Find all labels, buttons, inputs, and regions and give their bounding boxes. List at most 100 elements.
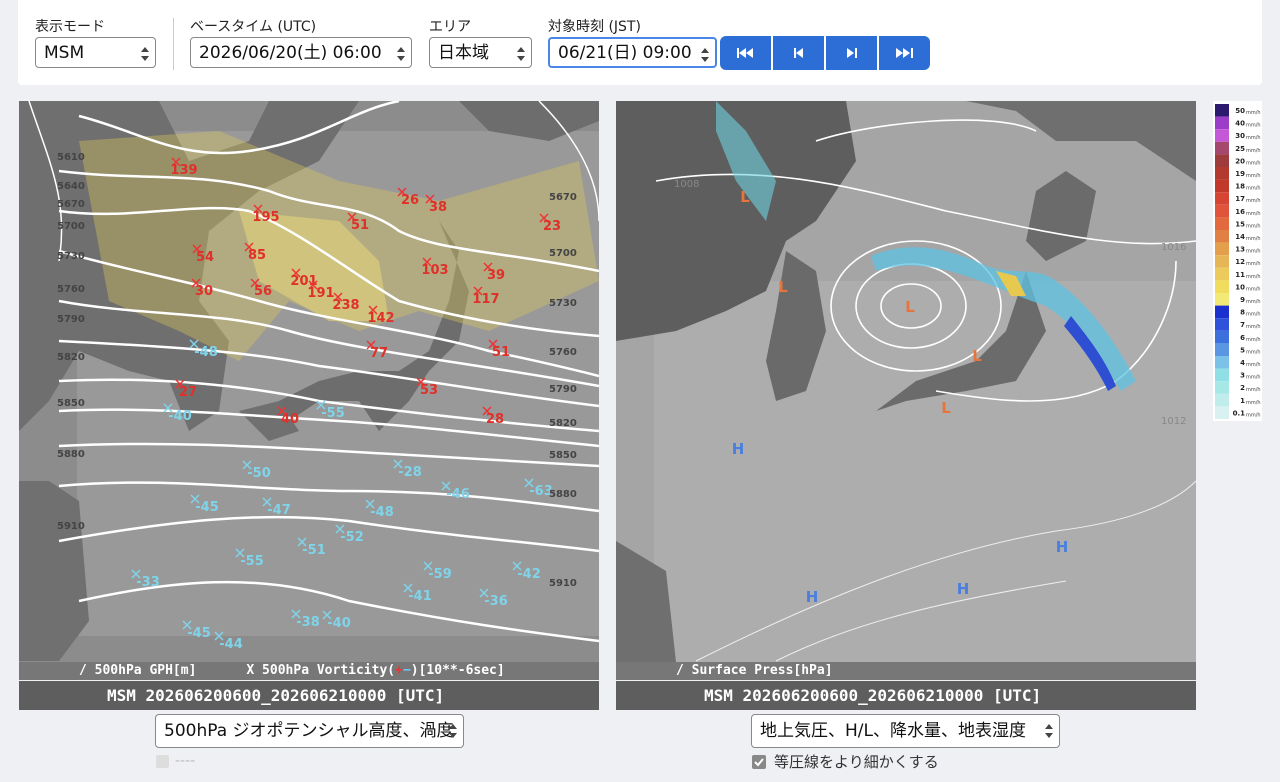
pressure-center: L bbox=[740, 188, 750, 206]
legend-value: 17 bbox=[1235, 195, 1245, 203]
legend-unit: mm/h bbox=[1246, 123, 1261, 129]
legend-unit: mm/h bbox=[1246, 387, 1261, 393]
first-button[interactable] bbox=[720, 36, 771, 70]
vorticity-marker bbox=[235, 548, 245, 558]
legend-swatch bbox=[1215, 393, 1229, 407]
vorticity-marker bbox=[441, 481, 451, 491]
isobar-label: 1016 bbox=[1161, 242, 1186, 253]
legend-value: 7 bbox=[1240, 321, 1245, 329]
vorticity-marker bbox=[425, 194, 435, 204]
checkbox[interactable]: 等圧線をより細かくする bbox=[752, 751, 939, 772]
contour-label: 5910 bbox=[549, 578, 577, 589]
legend-swatch bbox=[1215, 267, 1229, 281]
contour-label: 5640 bbox=[57, 181, 85, 192]
checkbox[interactable]: ---- bbox=[156, 753, 195, 769]
pressure-center: H bbox=[957, 580, 970, 598]
legend-value: 14 bbox=[1235, 233, 1245, 241]
vorticity-label: -52 bbox=[340, 530, 364, 545]
vorticity-marker bbox=[163, 403, 173, 413]
vorticity-marker bbox=[182, 620, 192, 630]
legend: 50 mm/h40 mm/h30 mm/h25 mm/h20 mm/h19 mm/h18 mm… bbox=[1213, 101, 1262, 421]
vorticity-label: 26 bbox=[401, 193, 419, 208]
label: ベースタイム (UTC) bbox=[190, 19, 317, 35]
select-arrow bbox=[141, 47, 149, 61]
vorticity-label: 195 bbox=[252, 210, 279, 225]
legend-value: 20 bbox=[1235, 157, 1245, 165]
vorticity-label: 201 bbox=[290, 274, 317, 289]
right-panel: L L L L L H H H H 1008 1016 1012 / Surface Press[hP… bbox=[616, 101, 1197, 710]
vorticity-marker bbox=[423, 561, 433, 571]
vorticity-marker bbox=[277, 406, 287, 416]
map-footer: MSM 202606200600_202606210000 [UTC] bbox=[19, 681, 599, 710]
select[interactable]: 地上気圧、H/L、降水量、地表湿度 bbox=[751, 714, 1060, 748]
vorticity-label: 238 bbox=[332, 298, 359, 313]
vorticity-marker bbox=[131, 569, 141, 579]
select[interactable]: MSM bbox=[35, 37, 156, 68]
legend-value: 2 bbox=[1240, 384, 1245, 392]
vorticity-marker bbox=[291, 609, 301, 619]
legend-value: 13 bbox=[1235, 246, 1245, 254]
vorticity-label: 56 bbox=[254, 284, 272, 299]
checkbox-label: ---- bbox=[175, 753, 196, 769]
legend-unit: mm/h bbox=[1246, 412, 1261, 418]
contour-label: 5790 bbox=[57, 314, 85, 325]
legend-unit: mm/h bbox=[1246, 375, 1261, 381]
caption: / 500hPa GPH[m] bbox=[79, 663, 197, 678]
isobar-label: 1008 bbox=[674, 179, 699, 190]
vorticity-label: 53 bbox=[420, 383, 438, 398]
legend-value: 19 bbox=[1235, 170, 1245, 178]
legend-unit: mm/h bbox=[1246, 286, 1261, 292]
legend-swatch bbox=[1215, 280, 1229, 293]
pressure-center: L bbox=[972, 347, 982, 365]
pressure-center: H bbox=[732, 440, 745, 458]
vorticity-marker bbox=[483, 262, 493, 272]
pressure-center: L bbox=[941, 399, 951, 417]
select-arrow bbox=[701, 48, 709, 62]
last-button[interactable] bbox=[879, 36, 930, 70]
select[interactable]: 06/21(日) 09:00 bbox=[548, 37, 717, 68]
vorticity-marker bbox=[297, 537, 307, 547]
legend-value: 3 bbox=[1240, 372, 1245, 380]
legend-unit: mm/h bbox=[1246, 312, 1261, 318]
select-value: 2026/06/20(土) 06:00 bbox=[199, 43, 382, 63]
contour-label: 5820 bbox=[57, 352, 85, 363]
legend-swatch bbox=[1215, 242, 1229, 256]
select-value: 日本域 bbox=[438, 43, 489, 63]
select[interactable]: 500hPa ジオポテンシャル高度、渦度 bbox=[155, 714, 464, 748]
prev-button[interactable] bbox=[773, 36, 824, 70]
vorticity-label: -45 bbox=[187, 626, 211, 641]
vorticity-marker bbox=[244, 242, 254, 252]
vorticity-marker bbox=[191, 278, 201, 288]
next-button[interactable] bbox=[826, 36, 877, 70]
contour-label: 5670 bbox=[57, 199, 85, 210]
vorticity-marker bbox=[473, 286, 483, 296]
caption: / Surface Press[hPa] bbox=[676, 663, 833, 678]
pressure-center: L bbox=[905, 298, 915, 316]
vorticity-marker bbox=[368, 305, 378, 315]
legend-swatch bbox=[1215, 343, 1229, 356]
select[interactable]: 2026/06/20(土) 06:00 bbox=[190, 37, 412, 68]
vorticity-label: -47 bbox=[267, 503, 291, 518]
legend-swatch bbox=[1215, 104, 1229, 117]
vorticity-label: -50 bbox=[247, 466, 271, 481]
caption-plus: + bbox=[395, 663, 403, 678]
caption: X 500hPa Vorticity( bbox=[246, 663, 396, 678]
vorticity-label: -42 bbox=[517, 567, 541, 582]
contour-label: 5850 bbox=[57, 398, 85, 409]
select[interactable]: 日本域 bbox=[429, 37, 532, 68]
vorticity-marker bbox=[397, 187, 407, 197]
legend-value: 9 bbox=[1240, 296, 1245, 304]
legend-swatch bbox=[1215, 217, 1229, 230]
vorticity-label: -41 bbox=[408, 589, 432, 604]
legend-unit: mm/h bbox=[1246, 135, 1261, 141]
legend-swatch bbox=[1215, 406, 1229, 419]
vorticity-marker bbox=[512, 561, 522, 571]
contour-label: 5820 bbox=[549, 418, 577, 429]
legend-swatch bbox=[1215, 368, 1229, 382]
vorticity-label: 28 bbox=[486, 412, 504, 427]
pressure-center: H bbox=[1056, 538, 1069, 556]
vorticity-marker bbox=[214, 631, 224, 641]
legend-swatch bbox=[1215, 293, 1229, 306]
select-value: 地上気圧、H/L、降水量、地表湿度 bbox=[760, 721, 1026, 741]
